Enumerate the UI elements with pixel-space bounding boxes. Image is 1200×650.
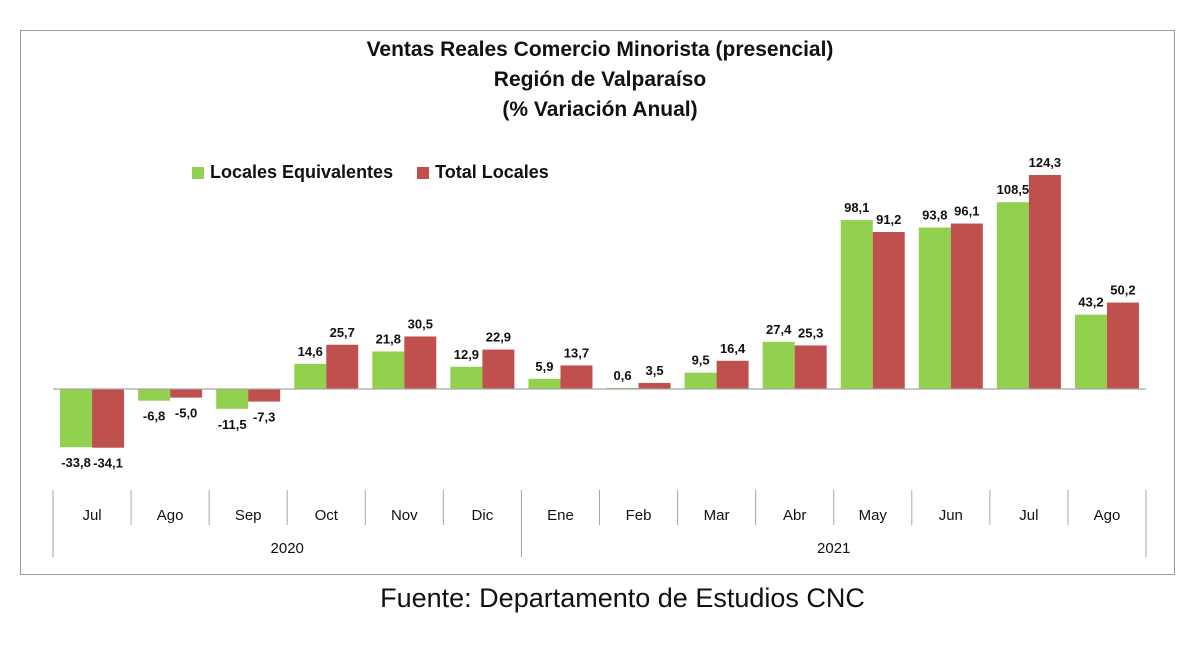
month-label-2: Sep — [235, 507, 262, 524]
data-label-total-locales-6: 13,7 — [564, 345, 589, 360]
data-label-locales-equivalentes-13: 43,2 — [1078, 295, 1103, 310]
month-label-4: Nov — [391, 507, 418, 524]
bar-total-locales-13 — [1106, 302, 1139, 389]
bar-total-locales-0 — [92, 389, 125, 448]
data-label-locales-equivalentes-10: 98,1 — [844, 200, 869, 215]
data-label-locales-equivalentes-11: 93,8 — [922, 208, 947, 223]
month-label-13: Ago — [1094, 507, 1121, 524]
bar-locales-equivalentes-2 — [216, 389, 249, 409]
bar-locales-equivalentes-1 — [138, 389, 171, 401]
month-label-7: Feb — [626, 507, 652, 524]
month-label-0: Jul — [82, 507, 101, 524]
data-label-locales-equivalentes-9: 27,4 — [766, 322, 792, 337]
bar-total-locales-3 — [326, 344, 359, 389]
data-label-locales-equivalentes-7: 0,6 — [613, 368, 631, 383]
bar-locales-equivalentes-0 — [60, 389, 93, 448]
legend-swatch-red — [417, 166, 430, 179]
month-label-5: Dic — [472, 507, 494, 524]
bar-total-locales-1 — [170, 389, 203, 398]
chart-frame — [20, 30, 1175, 575]
data-label-total-locales-2: -7,3 — [253, 410, 275, 425]
data-label-total-locales-9: 25,3 — [798, 325, 823, 340]
legend-item-locales-equivalentes: Locales Equivalentes — [192, 162, 393, 183]
year-label-2020: 2020 — [271, 540, 304, 557]
data-label-locales-equivalentes-0: -33,8 — [61, 455, 91, 470]
legend-swatch-green — [192, 166, 204, 179]
bar-total-locales-11 — [950, 223, 983, 389]
bar-locales-equivalentes-4 — [372, 351, 405, 389]
legend-label-series-2: Total Locales — [435, 162, 549, 182]
source-note: Fuente: Departamento de Estudios CNC — [380, 583, 865, 613]
bar-total-locales-6 — [560, 365, 593, 389]
month-label-10: May — [859, 507, 888, 524]
data-label-total-locales-1: -5,0 — [175, 406, 197, 421]
bar-locales-equivalentes-3 — [294, 363, 327, 389]
bar-total-locales-10 — [872, 231, 905, 389]
data-label-locales-equivalentes-2: -11,5 — [218, 417, 247, 432]
month-label-3: Oct — [315, 507, 339, 524]
bar-locales-equivalentes-10 — [840, 220, 873, 389]
data-label-locales-equivalentes-6: 5,9 — [535, 359, 553, 374]
data-label-total-locales-8: 16,4 — [720, 341, 746, 356]
month-label-6: Ene — [547, 507, 574, 524]
data-label-total-locales-7: 3,5 — [645, 363, 663, 378]
month-label-9: Abr — [783, 507, 806, 524]
month-label-1: Ago — [157, 507, 184, 524]
chart-title-line-2: Región de Valparaíso — [493, 68, 707, 91]
bar-total-locales-8 — [716, 360, 749, 389]
bar-total-locales-7 — [638, 382, 671, 389]
data-label-locales-equivalentes-4: 21,8 — [376, 331, 401, 346]
bar-locales-equivalentes-5 — [450, 366, 483, 389]
data-label-total-locales-12: 124,3 — [1029, 155, 1062, 170]
data-label-locales-equivalentes-5: 12,9 — [454, 347, 479, 362]
legend-item-total-locales: Total Locales — [417, 162, 549, 183]
bar-total-locales-9 — [794, 345, 827, 389]
bar-locales-equivalentes-9 — [762, 341, 795, 389]
data-label-total-locales-3: 25,7 — [330, 325, 355, 340]
data-label-total-locales-0: -34,1 — [93, 456, 123, 471]
month-label-11: Jun — [939, 507, 963, 524]
bar-locales-equivalentes-13 — [1074, 314, 1107, 389]
bar-locales-equivalentes-8 — [684, 372, 717, 389]
bar-total-locales-4 — [404, 336, 437, 389]
bar-locales-equivalentes-6 — [528, 378, 561, 389]
bar-locales-equivalentes-11 — [918, 227, 951, 389]
data-label-total-locales-11: 96,1 — [954, 204, 979, 219]
bar-locales-equivalentes-12 — [996, 202, 1029, 389]
data-label-total-locales-13: 50,2 — [1110, 283, 1135, 298]
bar-total-locales-5 — [482, 349, 515, 389]
data-label-locales-equivalentes-3: 14,6 — [298, 344, 323, 359]
month-label-12: Jul — [1019, 507, 1038, 524]
chart-title-line-1: Ventas Reales Comercio Minorista (presen… — [366, 38, 834, 61]
chart-legend: Locales Equivalentes Total Locales — [192, 162, 573, 183]
chart-title-line-3: (% Variación Anual) — [502, 98, 698, 121]
month-label-8: Mar — [704, 507, 730, 524]
data-label-locales-equivalentes-1: -6,8 — [143, 409, 165, 424]
year-label-2021: 2021 — [817, 540, 850, 557]
data-label-total-locales-5: 22,9 — [486, 330, 511, 345]
data-label-locales-equivalentes-8: 9,5 — [692, 353, 710, 368]
data-label-locales-equivalentes-12: 108,5 — [997, 182, 1030, 197]
legend-label-series-1: Locales Equivalentes — [210, 162, 394, 182]
data-label-total-locales-4: 30,5 — [408, 316, 433, 331]
bar-total-locales-12 — [1028, 175, 1061, 389]
bar-total-locales-2 — [248, 389, 281, 402]
data-label-total-locales-10: 91,2 — [876, 212, 901, 227]
